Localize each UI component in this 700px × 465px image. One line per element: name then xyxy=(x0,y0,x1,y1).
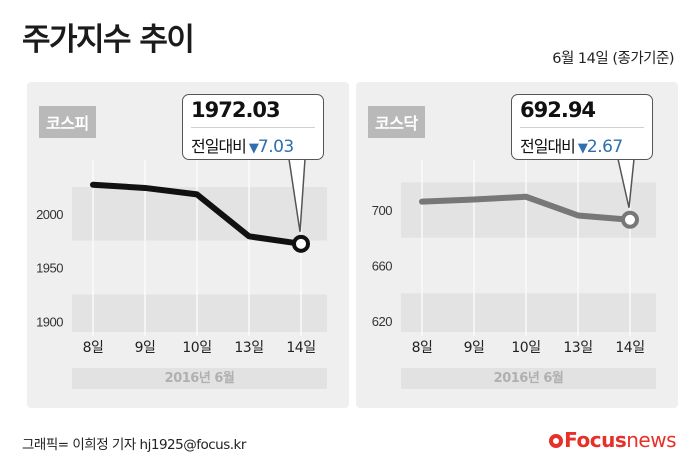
y-tick-label: 660 xyxy=(372,258,392,273)
kosdaq-badge: 코스닥 xyxy=(368,106,425,138)
kosdaq-change: 전일대비 ▼2.67 xyxy=(520,133,623,157)
x-tick-label: 8일 xyxy=(412,340,433,356)
x-tick-label: 10일 xyxy=(182,340,211,356)
x-tick-label: 9일 xyxy=(135,340,156,356)
x-tick-label: 10일 xyxy=(511,340,540,356)
x-tick-label: 13일 xyxy=(234,340,263,356)
kospi-chart: 1900 1950 2000 8일 9일 10일 13일 14일 xyxy=(36,158,327,356)
down-arrow-icon: ▼ xyxy=(248,141,259,156)
grid-band xyxy=(401,237,656,294)
focusnews-logo: Focus news xyxy=(549,428,676,452)
grid-bands xyxy=(401,160,656,332)
grid-band xyxy=(72,294,327,332)
y-tick-label: 620 xyxy=(372,314,392,329)
last-point-marker xyxy=(621,210,639,229)
callout-tail xyxy=(617,158,635,208)
grid-band xyxy=(401,182,656,238)
x-tick-label: 14일 xyxy=(615,340,644,356)
kosdaq-value: 692.94 xyxy=(520,98,596,122)
kosdaq-change-label: 전일대비 xyxy=(520,137,576,156)
y-tick-label: 700 xyxy=(372,203,392,218)
brand-part1: Focus xyxy=(564,428,627,452)
focus-logo-icon xyxy=(549,434,564,448)
grid-band xyxy=(72,240,327,295)
kospi-callout: 1972.03 전일대비 ▼7.03 xyxy=(182,94,324,160)
grid-band xyxy=(401,160,656,183)
kospi-change-label: 전일대비 xyxy=(191,137,247,156)
kosdaq-callout-divider xyxy=(520,127,644,128)
x-tick-label: 9일 xyxy=(464,340,485,356)
kospi-callout-divider xyxy=(191,127,315,128)
y-tick-label: 1950 xyxy=(36,261,63,276)
last-point-marker xyxy=(292,234,310,253)
series-line xyxy=(419,193,633,223)
down-arrow-icon: ▼ xyxy=(577,141,588,156)
kosdaq-chart: 620 660 700 8일 9일 10일 13일 14일 xyxy=(372,158,656,356)
grid-bands xyxy=(72,160,327,332)
callout-tail xyxy=(288,158,306,232)
kospi-period-label: 2016년 6월 xyxy=(72,368,327,389)
grid-band xyxy=(401,293,656,332)
y-tick-label: 1900 xyxy=(36,314,63,329)
kosdaq-panel: 620 660 700 8일 9일 10일 13일 14일 코스닥 2016년 6월 692.… xyxy=(356,82,678,408)
kospi-badge: 코스피 xyxy=(39,106,96,138)
brand-part2: news xyxy=(626,428,676,452)
kosdaq-callout: 692.94 전일대비 ▼2.67 xyxy=(511,94,653,160)
kospi-value: 1972.03 xyxy=(191,98,281,122)
series-line xyxy=(90,181,304,247)
kospi-panel: 1900 1950 2000 8일 9일 10일 13일 14일 코스피 2016년 6월 1… xyxy=(27,82,349,408)
x-tick-label: 13일 xyxy=(563,340,592,356)
x-tick-label: 14일 xyxy=(286,340,315,356)
date-note: 6월 14일 (종가기준) xyxy=(552,51,674,67)
kosdaq-period-label: 2016년 6월 xyxy=(401,368,656,389)
y-tick-label: 2000 xyxy=(36,207,63,222)
kospi-change-value: 7.03 xyxy=(257,137,294,157)
kospi-change: 전일대비 ▼7.03 xyxy=(191,133,294,157)
kosdaq-change-value: 2.67 xyxy=(586,137,623,157)
grid-band xyxy=(72,160,327,187)
x-tick-label: 8일 xyxy=(83,340,104,356)
credit: 그래픽= 이희정 기자 hj1925@focus.kr xyxy=(22,437,246,453)
chart-title: 주가지수 추이 xyxy=(22,22,195,58)
